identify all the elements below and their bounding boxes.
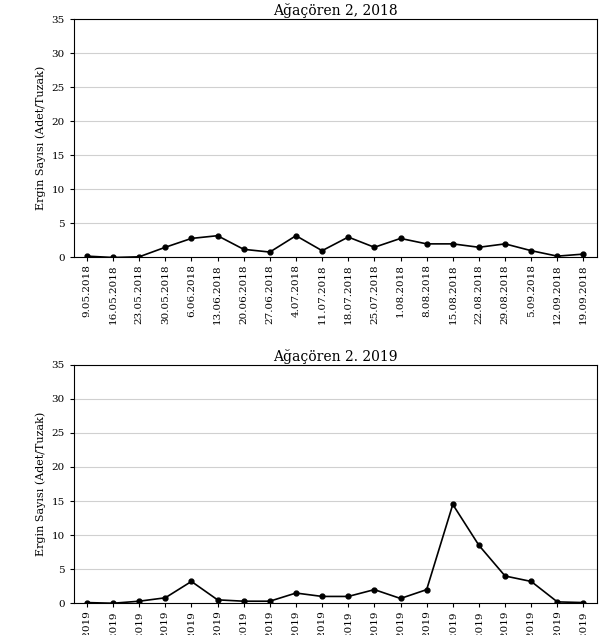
- Title: Ağaçören 2, 2018: Ağaçören 2, 2018: [273, 3, 397, 18]
- Y-axis label: Ergin Sayısı (Adet/Tuzak): Ergin Sayısı (Adet/Tuzak): [36, 412, 46, 556]
- Title: Ağaçören 2. 2019: Ağaçören 2. 2019: [273, 349, 397, 364]
- Y-axis label: Ergin Sayısı (Adet/Tuzak): Ergin Sayısı (Adet/Tuzak): [36, 66, 46, 210]
